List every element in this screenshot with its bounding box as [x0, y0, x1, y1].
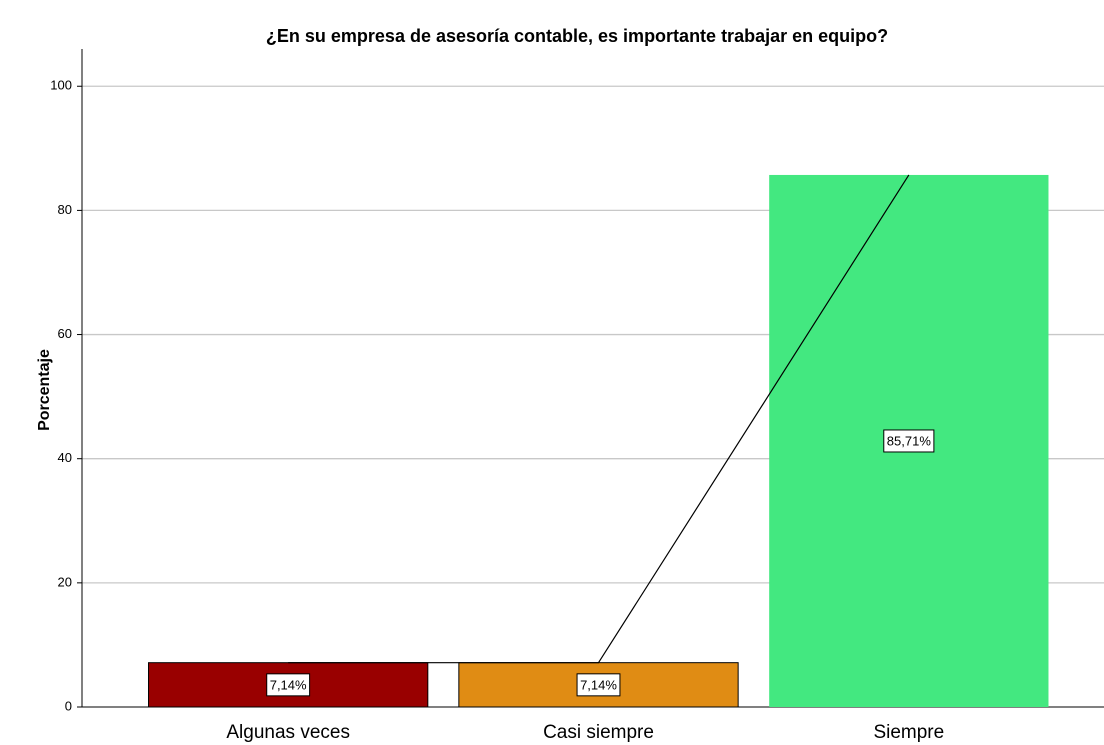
y-tick-label: 80 — [58, 202, 72, 217]
value-label: 7,14% — [580, 677, 617, 692]
value-label: 7,14% — [270, 677, 307, 692]
value-label-box — [576, 673, 621, 697]
y-tick-label: 60 — [58, 326, 72, 341]
x-tick-label: Siempre — [873, 722, 944, 743]
y-tick-label: 100 — [50, 78, 72, 93]
y-tick-label: 40 — [58, 450, 72, 465]
trend-line — [288, 174, 910, 664]
value-label-box — [883, 429, 935, 453]
y-axis-label: Porcentaje — [36, 349, 53, 431]
value-label-box — [266, 673, 311, 697]
value-label: 85,71% — [887, 433, 932, 448]
chart-title: ¿En su empresa de asesoría contable, es … — [266, 26, 888, 46]
y-tick-label: 20 — [58, 574, 72, 589]
x-tick-label: Casi siempre — [543, 722, 654, 743]
x-tick-label: Algunas veces — [226, 722, 350, 743]
y-tick-label: 0 — [65, 698, 72, 713]
